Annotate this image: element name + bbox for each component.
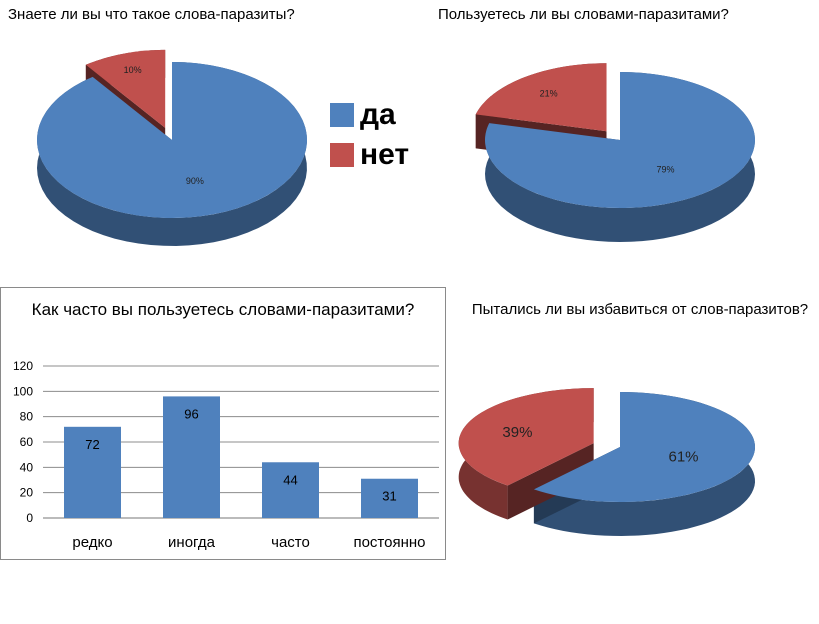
legend-label-no: нет <box>360 138 410 171</box>
pie-data-label: 10% <box>124 65 142 75</box>
pie4-title: Пытались ли вы избавиться от слов-парази… <box>471 301 809 318</box>
pie-slice-нет <box>458 388 594 486</box>
legend-item-no: нет <box>330 140 409 170</box>
pie-slice-нет <box>475 63 607 132</box>
x-tick-label: часто <box>271 534 310 551</box>
pie-data-label: 21% <box>540 89 558 99</box>
bar-value-label: 44 <box>283 472 297 487</box>
legend-swatch-yes <box>330 103 354 127</box>
bar-chart-title: Как часто вы пользуетесь словами-паразит… <box>31 300 415 319</box>
y-tick-label: 20 <box>20 486 34 500</box>
x-tick-label: постоянно <box>353 534 425 551</box>
bar-редко <box>64 426 121 518</box>
pie-data-label: 61% <box>668 448 698 465</box>
legend-item-yes: да <box>330 100 396 130</box>
pie-data-label: 39% <box>502 424 532 441</box>
bar-постоянно <box>361 478 418 518</box>
bar-chart: 0 20 40 60 80 100 120 72 редко 96 иногда 44 часто 31 п… <box>13 359 439 551</box>
legend-swatch-no <box>330 143 354 167</box>
pie-data-label: 79% <box>657 165 675 175</box>
y-tick-label: 80 <box>20 410 34 424</box>
pie-slice-да <box>36 62 308 218</box>
pie4-slices: 61% 39% <box>458 388 755 536</box>
y-tick-label: 60 <box>20 435 34 449</box>
x-tick-label: редко <box>72 534 112 551</box>
y-tick-label: 120 <box>13 359 33 373</box>
pie-slice-да <box>485 72 755 208</box>
bar-часто <box>262 462 319 518</box>
pie2-slices: 79% 21% <box>475 63 755 242</box>
legend-label-yes: да <box>360 98 396 131</box>
y-tick-label: 100 <box>13 384 33 398</box>
y-tick-label: 40 <box>20 460 34 474</box>
pie1-title: Знаете ли вы что такое слова-паразиты? <box>8 6 295 23</box>
bar-value-label: 96 <box>184 406 198 421</box>
bar-value-label: 31 <box>382 489 396 504</box>
bar-value-label: 72 <box>85 437 99 452</box>
pie-slice-нет <box>85 49 166 128</box>
pie2-title: Пользуетесь ли вы словами-паразитами? <box>438 6 729 23</box>
pie1-slices: 90% 10% <box>36 49 308 246</box>
pie-data-label: 90% <box>186 176 204 186</box>
x-tick-label: иногда <box>168 534 216 551</box>
y-tick-label: 0 <box>26 511 33 525</box>
bar-chart-frame: Как часто вы пользуетесь словами-паразит… <box>0 287 446 560</box>
bar-иногда <box>163 396 220 518</box>
pie-slice-да <box>533 392 755 502</box>
